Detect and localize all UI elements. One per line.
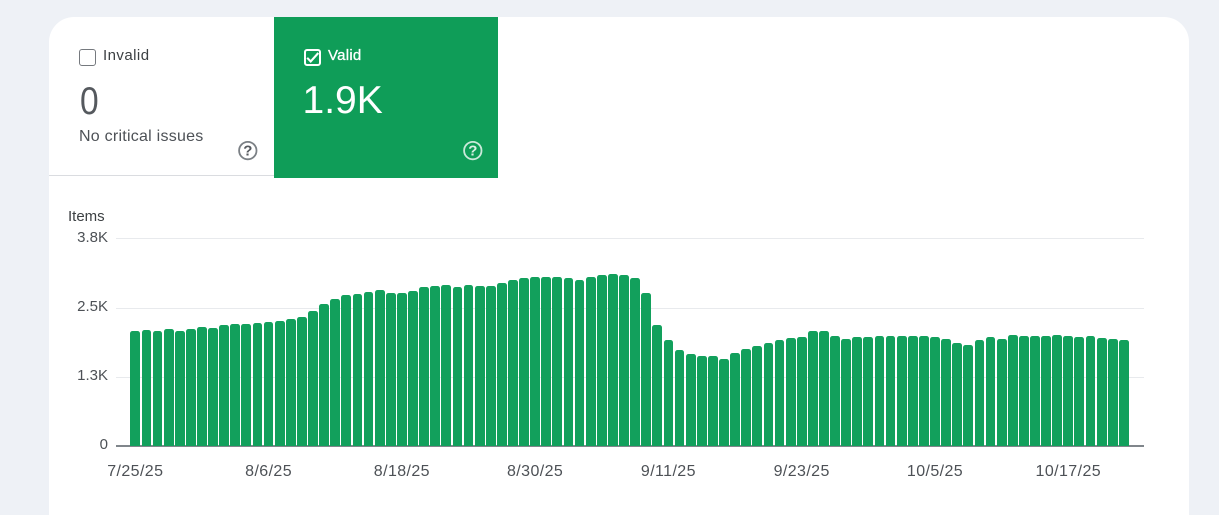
svg-text:?: ? bbox=[468, 142, 477, 159]
svg-text:?: ? bbox=[243, 142, 252, 159]
